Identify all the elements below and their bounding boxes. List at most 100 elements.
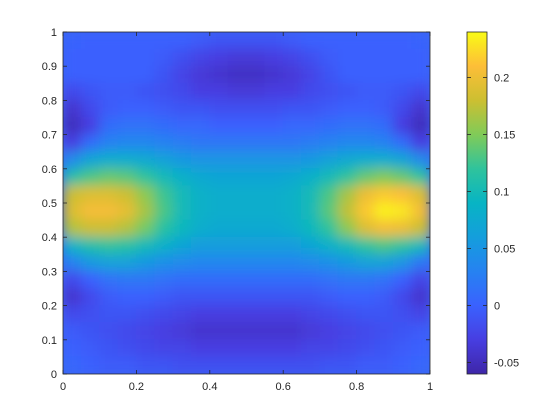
heatmap-cell	[301, 253, 321, 272]
heatmap-cell	[99, 322, 119, 341]
heatmap-cell	[209, 219, 229, 238]
heatmap-cell	[63, 322, 82, 341]
heatmap-cell	[209, 305, 229, 324]
heatmap-cell	[190, 253, 211, 272]
heatmap-cell	[190, 134, 211, 153]
heatmap-cell	[99, 32, 119, 50]
heatmap-cell	[135, 288, 156, 307]
heatmap-cell	[154, 356, 174, 374]
heatmap-cell	[135, 134, 156, 153]
heatmap-cell	[135, 339, 156, 358]
y-tick-label: 0.1	[42, 335, 57, 347]
heatmap-cells	[63, 32, 430, 374]
heatmap-cell	[411, 236, 430, 255]
heatmap-cell	[411, 151, 430, 170]
heatmap-cell	[117, 151, 137, 170]
heatmap-cell	[117, 236, 137, 255]
heatmap-cell	[209, 48, 229, 67]
heatmap-cell	[99, 253, 119, 272]
heatmap-cell	[117, 339, 137, 358]
heatmap-cell	[282, 48, 303, 67]
heatmap-cell	[80, 117, 101, 136]
heatmap-cell	[282, 151, 303, 170]
heatmap-cell	[246, 134, 266, 153]
heatmap-cell	[264, 219, 284, 238]
heatmap-cell	[411, 32, 430, 50]
heatmap-cell	[337, 202, 358, 221]
heatmap-cell	[99, 151, 119, 170]
heatmap-cell	[135, 236, 156, 255]
heatmap-cell	[190, 82, 211, 101]
heatmap-cell	[209, 253, 229, 272]
heatmap-cell	[392, 356, 413, 374]
heatmap-cell	[374, 202, 394, 221]
heatmap-cell	[337, 236, 358, 255]
heatmap-cell	[264, 288, 284, 307]
y-tick-label: 0.4	[42, 232, 57, 244]
heatmap-cell	[63, 356, 82, 374]
heatmap-cell	[301, 339, 321, 358]
heatmap-cell	[301, 48, 321, 67]
heatmap-cell	[319, 117, 339, 136]
heatmap-cell	[227, 219, 247, 238]
heatmap-cell	[209, 99, 229, 118]
heatmap-cell	[154, 65, 174, 84]
heatmap-cell	[246, 151, 266, 170]
heatmap-cell	[80, 270, 101, 289]
heatmap-cell	[319, 322, 339, 341]
heatmap-cell	[356, 270, 376, 289]
heatmap-cell	[135, 202, 156, 221]
heatmap-cell	[392, 305, 413, 324]
colorbar-bar	[467, 32, 487, 374]
heatmap-cell	[63, 82, 82, 101]
heatmap-cell	[392, 288, 413, 307]
heatmap-cell	[154, 305, 174, 324]
y-tick-label: 0.7	[42, 130, 57, 142]
heatmap-cell	[392, 253, 413, 272]
heatmap-cell	[356, 339, 376, 358]
heatmap-cell	[264, 134, 284, 153]
heatmap-cell	[411, 270, 430, 289]
heatmap-cell	[301, 99, 321, 118]
heatmap-cell	[264, 117, 284, 136]
heatmap-cell	[99, 339, 119, 358]
heatmap-cell	[227, 65, 247, 84]
heatmap-cell	[264, 356, 284, 374]
heatmap-cell	[282, 65, 303, 84]
heatmap-cell	[172, 168, 192, 187]
heatmap-cell	[63, 151, 82, 170]
heatmap-cell	[99, 270, 119, 289]
x-tick-label: 0.8	[349, 381, 364, 393]
heatmap-cell	[99, 134, 119, 153]
heatmap-cell	[374, 305, 394, 324]
heatmap-cell	[117, 288, 137, 307]
heatmap-cell	[356, 219, 376, 238]
heatmap-cell	[227, 48, 247, 67]
heatmap-cell	[154, 219, 174, 238]
heatmap-cell	[154, 99, 174, 118]
heatmap-cell	[319, 82, 339, 101]
heatmap-cell	[392, 82, 413, 101]
heatmap-cell	[99, 356, 119, 374]
heatmap-cell	[80, 168, 101, 187]
heatmap-cell	[209, 236, 229, 255]
heatmap-cell	[190, 99, 211, 118]
heatmap-cell	[411, 288, 430, 307]
heatmap-cell	[374, 288, 394, 307]
heatmap-cell	[392, 32, 413, 50]
heatmap-cell	[246, 356, 266, 374]
heatmap-cell	[374, 168, 394, 187]
heatmap-cell	[356, 82, 376, 101]
heatmap-cell	[282, 202, 303, 221]
heatmap-cell	[80, 236, 101, 255]
heatmap-cell	[411, 339, 430, 358]
colorbar-tick-label: 0	[494, 301, 500, 313]
heatmap-cell	[392, 339, 413, 358]
heatmap-cell	[264, 48, 284, 67]
heatmap-plot-area	[62, 31, 431, 375]
heatmap-cell	[63, 305, 82, 324]
heatmap-cell	[117, 253, 137, 272]
heatmap-cell	[99, 305, 119, 324]
heatmap-cell	[392, 48, 413, 67]
heatmap-cell	[190, 288, 211, 307]
